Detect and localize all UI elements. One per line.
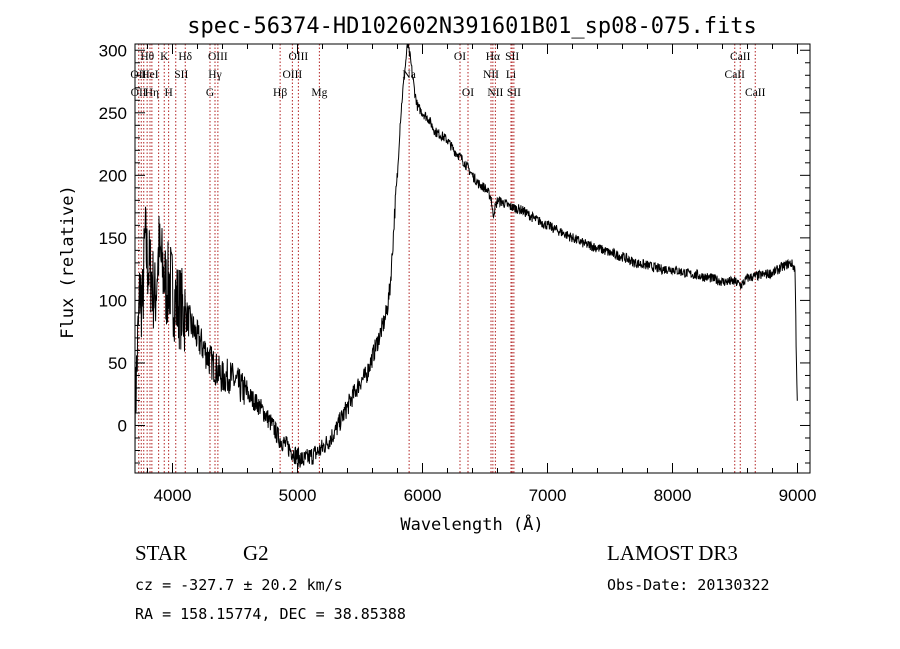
- line-label: Hβ: [273, 87, 287, 99]
- line-label: Hη: [145, 87, 159, 99]
- y-tick-label: 200: [99, 166, 127, 185]
- y-tick-label: 100: [99, 291, 127, 310]
- x-axis-label: Wavelength (Å): [400, 513, 543, 535]
- line-label: NII: [483, 69, 499, 81]
- plot-frame: [134, 43, 811, 474]
- line-label: G: [206, 87, 214, 99]
- x-tick-label: 4000: [154, 486, 192, 505]
- x-tick-label: 9000: [779, 486, 817, 505]
- line-label: Hα: [486, 51, 500, 63]
- line-label: OIII: [282, 69, 302, 81]
- line-label: HeI: [141, 69, 158, 81]
- x-tick-label: 7000: [529, 486, 567, 505]
- x-tick-label: 5000: [279, 486, 317, 505]
- line-label: Mg: [311, 87, 327, 99]
- line-label: SII: [174, 69, 188, 81]
- spectrum-series: [134, 43, 798, 468]
- coordinates: RA = 158.15774, DEC = 38.85388: [135, 605, 406, 623]
- line-label: CaII: [730, 51, 751, 63]
- line-markers: [138, 44, 756, 473]
- chart-title: spec-56374-HD102602N391601B01_sp08-075.f…: [187, 14, 757, 39]
- x-tick-label: 8000: [654, 486, 692, 505]
- line-label: Hδ: [178, 51, 192, 63]
- line-label: NII: [487, 87, 503, 99]
- line-label: SII: [507, 87, 521, 99]
- line-label: OIII: [208, 51, 228, 63]
- velocity-text: cz = -327.7 ± 20.2 km/s: [135, 576, 343, 594]
- y-tick-label: 300: [99, 41, 127, 60]
- line-label: OI: [462, 87, 474, 99]
- line-label: Li: [506, 69, 516, 81]
- y-tick-label: 150: [99, 229, 127, 248]
- object-class: STAR: [135, 541, 187, 565]
- y-axis-label: Flux (relative): [58, 185, 78, 339]
- line-label: OI: [454, 51, 466, 63]
- survey-name: LAMOST DR3: [607, 541, 738, 565]
- spectrum-line: [134, 43, 798, 468]
- line-label: CaII: [745, 87, 766, 99]
- line-label: Hγ: [208, 69, 221, 81]
- line-label: CaII: [725, 69, 746, 81]
- line-label: H: [164, 87, 172, 99]
- line-label: K: [160, 51, 169, 63]
- obs-date: Obs-Date: 20130322: [607, 576, 770, 594]
- y-axis: 0 50 100 150 200 250 300: [99, 41, 810, 464]
- x-tick-label: 6000: [404, 486, 442, 505]
- line-label: OIII: [288, 51, 308, 63]
- object-subclass: G2: [243, 541, 269, 565]
- line-label: Hθ: [140, 51, 154, 63]
- line-label: SII: [505, 51, 519, 63]
- y-tick-label: 50: [108, 354, 127, 373]
- x-axis: 4000 5000 6000 7000 8000 9000: [147, 44, 817, 505]
- y-tick-label: 250: [99, 104, 127, 123]
- y-tick-label: 0: [118, 416, 127, 435]
